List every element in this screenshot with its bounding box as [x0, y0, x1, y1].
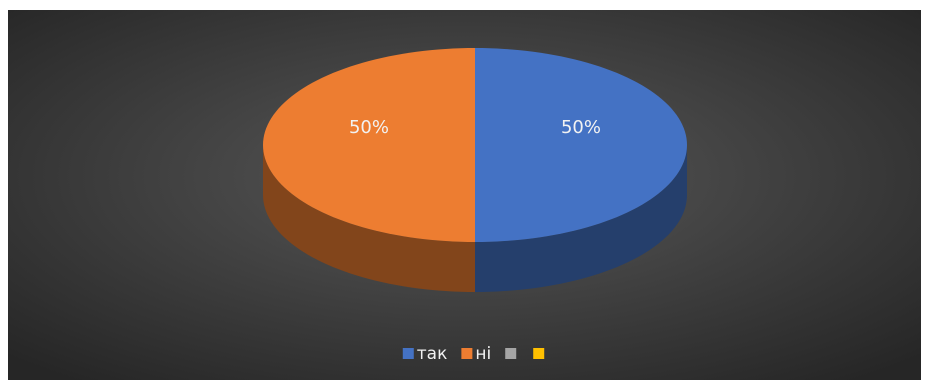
pie-slice — [475, 48, 687, 242]
legend-swatch — [533, 348, 545, 359]
slice-side — [263, 145, 475, 292]
legend-label: так — [417, 344, 448, 364]
legend-swatch — [402, 348, 414, 359]
pie-slice — [263, 48, 475, 242]
slice-side — [475, 145, 687, 292]
legend-swatch — [461, 348, 473, 359]
legend-swatch — [505, 348, 517, 359]
data-label: 50% — [561, 117, 601, 138]
legend-label: ні — [475, 344, 491, 364]
data-label: 50% — [349, 117, 389, 138]
